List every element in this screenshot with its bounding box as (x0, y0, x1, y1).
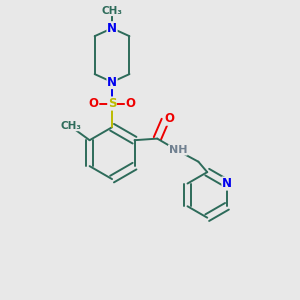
Text: S: S (108, 97, 116, 110)
Text: O: O (89, 97, 99, 110)
Text: O: O (164, 112, 174, 125)
Text: N: N (107, 76, 117, 88)
Text: NH: NH (169, 145, 187, 155)
Text: N: N (107, 22, 117, 35)
Text: CH₃: CH₃ (102, 6, 123, 16)
Text: N: N (222, 177, 232, 190)
Text: O: O (125, 97, 135, 110)
Text: CH₃: CH₃ (60, 121, 81, 131)
